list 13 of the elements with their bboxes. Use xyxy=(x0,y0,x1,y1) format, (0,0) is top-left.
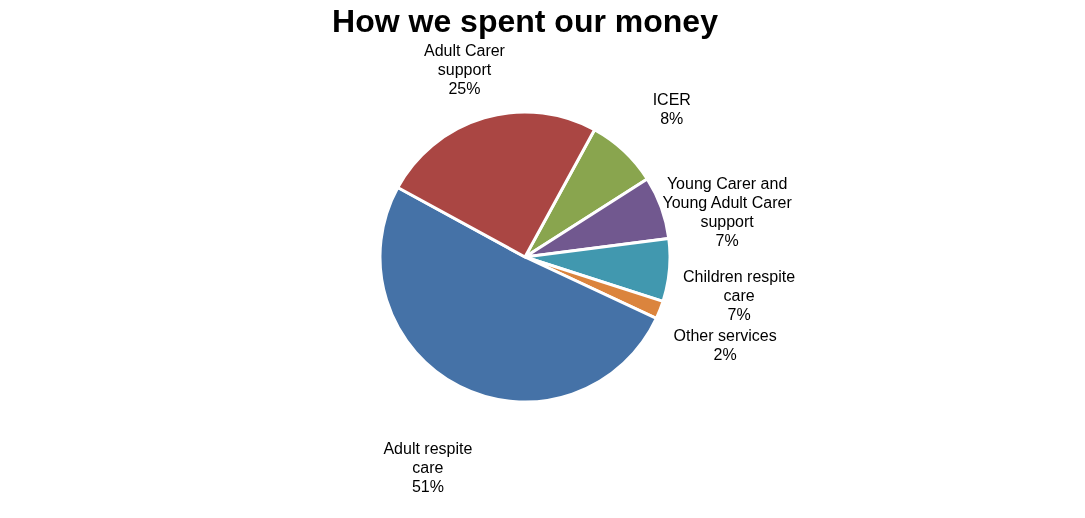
data-label: 2% xyxy=(713,345,737,363)
slice-label: ICER xyxy=(652,90,691,108)
chart-title: How we spent our money xyxy=(332,2,719,39)
data-label: 7% xyxy=(727,305,751,323)
slice-label: Children respite care xyxy=(683,267,796,304)
data-label: 8% xyxy=(660,109,684,127)
slice-label: Young Carer and Young Adult Carer support xyxy=(662,174,793,230)
slice-label: Adult respite care xyxy=(383,439,473,476)
data-label: 7% xyxy=(715,231,739,249)
data-label: 51% xyxy=(411,477,444,495)
slice-label: Adult Carer support xyxy=(424,41,506,78)
data-label: 25% xyxy=(448,79,481,97)
slice-label: Other services xyxy=(673,326,777,344)
